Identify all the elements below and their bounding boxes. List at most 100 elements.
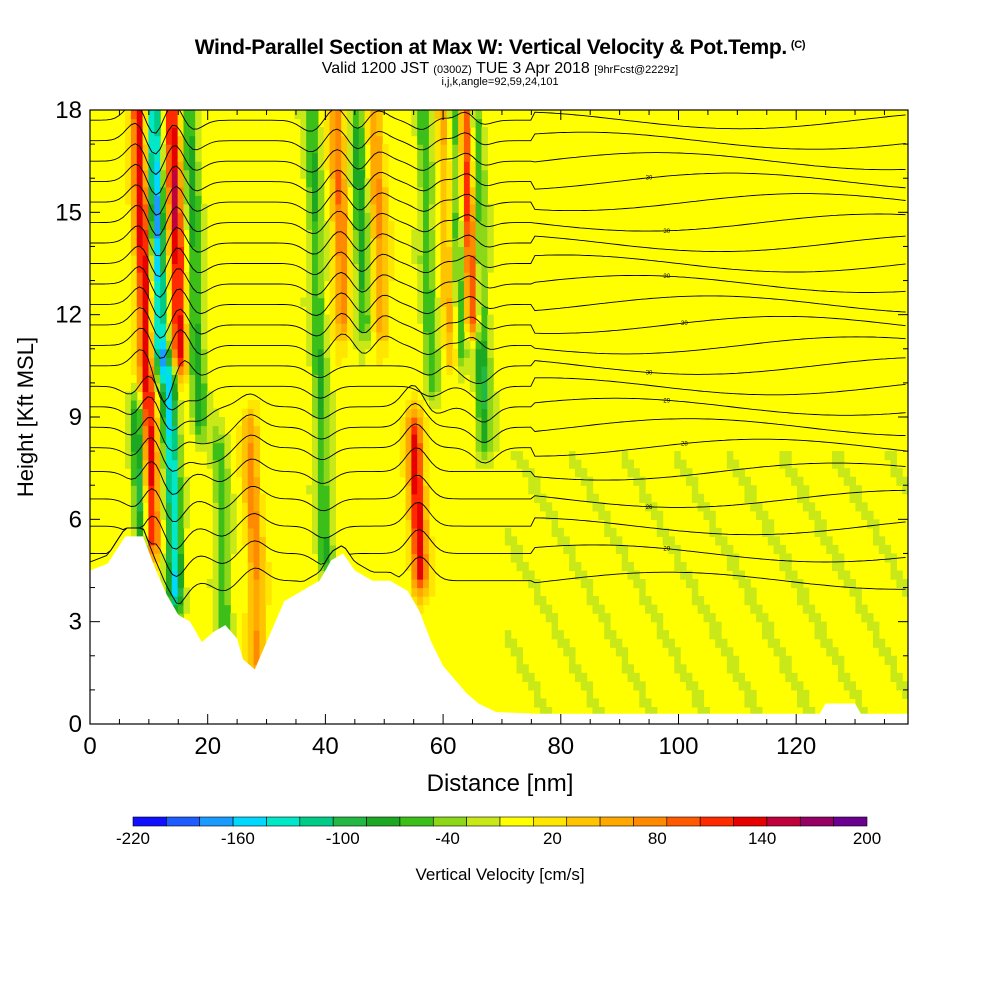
velocity-cell [165,434,173,444]
theta-contour-line [90,447,906,495]
velocity-cell [592,706,599,717]
velocity-cell [352,331,360,341]
velocity-cell [171,212,179,222]
velocity-cell [341,118,348,128]
velocity-cell [347,152,354,162]
velocity-cell [329,220,336,230]
velocity-cell [335,229,342,239]
velocity-cell [417,289,424,299]
velocity-cell [370,306,377,316]
velocity-cell [452,272,459,282]
velocity-cell [481,289,488,299]
velocity-cell [130,263,138,273]
velocity-cell [604,613,611,623]
velocity-cell [884,655,892,665]
velocity-cell [335,110,342,120]
velocity-cell [370,323,377,333]
velocity-cell [387,220,395,230]
contour-label: 30 [663,274,670,280]
velocity-cell [446,254,453,265]
section-indices: i,j,k,angle=92,59,24,101 [441,76,559,88]
velocity-cell [440,220,448,230]
velocity-cell [428,391,436,401]
velocity-cell [387,263,395,273]
velocity-cell [136,425,144,435]
velocity-cell [481,178,488,188]
velocity-cell [329,510,336,520]
velocity-cell [312,442,319,452]
theta-contour-line [90,375,906,411]
velocity-cell [463,246,471,256]
velocity-cell [201,331,208,341]
velocity-cell [434,306,442,316]
velocity-cell [195,246,202,256]
velocity-cell [154,553,161,563]
velocity-cell [224,434,231,444]
velocity-cell [475,357,483,367]
velocity-cell [312,118,319,128]
velocity-cell [183,340,190,350]
velocity-cell [312,451,319,461]
velocity-cell [177,331,185,341]
velocity-cell [382,306,389,316]
velocity-cell [405,493,412,503]
velocity-cell [136,468,144,478]
velocity-cell [358,169,366,179]
velocity-cell [428,220,436,230]
colorbar-swatch [199,816,234,827]
velocity-cell [312,408,319,418]
velocity-cell [528,476,535,486]
velocity-cell [130,220,138,230]
velocity-cell [417,161,424,171]
velocity-cell [440,229,448,239]
velocity-cell [312,263,319,273]
velocity-cell [452,237,459,248]
velocity-cell [621,647,629,657]
velocity-cell [183,348,190,358]
velocity-cell [212,417,220,427]
velocity-cell [837,664,845,674]
velocity-cell [253,519,261,529]
velocity-cell [808,502,816,512]
velocity-cell [136,272,144,282]
velocity-cell [136,527,144,537]
velocity-cell [639,689,646,700]
velocity-cell [469,186,477,196]
velocity-cell [195,220,202,230]
velocity-cell [323,485,331,495]
velocity-cell [189,118,196,128]
velocity-cell [475,365,483,375]
velocity-cell [218,553,225,563]
velocity-cell [177,357,185,367]
colorbar-swatch [499,816,534,827]
velocity-cell [405,399,412,410]
velocity-cell [154,340,161,350]
velocity-cell [405,544,412,555]
velocity-cell [633,681,640,691]
velocity-cell [341,127,348,137]
velocity-cell [423,476,430,486]
velocity-cell [440,118,448,128]
velocity-cell [434,357,442,367]
velocity-cell [452,178,459,188]
velocity-cell [323,263,331,273]
velocity-cell [434,399,442,410]
velocity-cell [195,152,202,162]
velocity-cell [323,220,331,230]
velocity-cell [890,655,897,665]
velocity-cell [890,664,897,674]
velocity-cell [189,399,196,410]
velocity-cell [423,553,430,563]
velocity-cell [785,553,792,563]
velocity-cell [142,178,150,188]
velocity-cell [160,212,167,222]
velocity-cell [423,434,430,444]
velocity-cell [347,161,354,171]
velocity-cell [697,706,705,717]
velocity-cell [475,459,483,469]
velocity-cell [744,476,751,486]
velocity-cell [329,519,336,529]
velocity-cell [423,527,430,537]
velocity-cell [130,527,138,537]
velocity-cell [428,357,436,367]
